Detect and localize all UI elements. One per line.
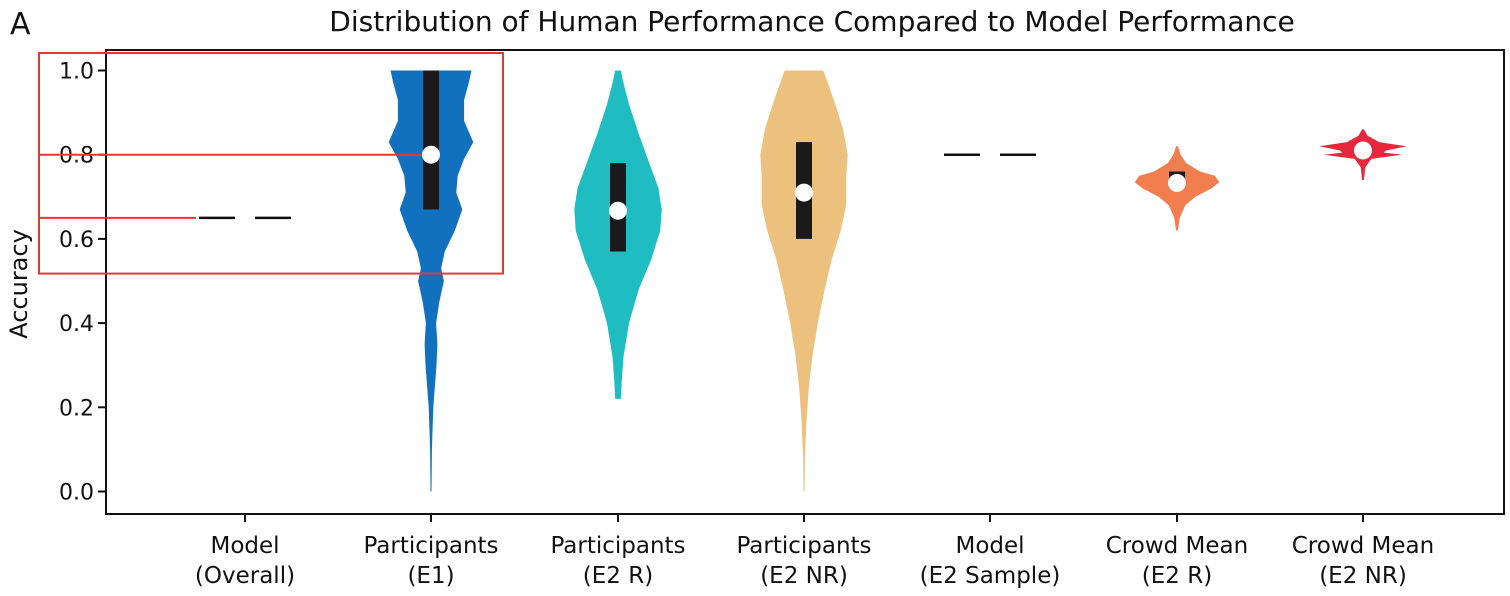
y-tick-label: 0.0 [59,481,94,506]
y-axis: 0.0 0.2 0.4 0.6 0.8 1.0 [59,60,106,506]
x-tick-label: (E2 Sample) [920,563,1061,589]
x-tick-label: (E2 NR) [1319,563,1407,589]
x-tick-label: (E2 R) [1142,563,1212,589]
median-dot [1168,173,1186,192]
panel-label: A [10,7,31,42]
x-tick-label: Participants [363,533,498,559]
y-tick-label: 0.2 [59,396,94,421]
chart-title: Distribution of Human Performance Compar… [329,5,1294,38]
plot-area [199,70,1407,492]
annotations [38,52,504,275]
violin-body [760,70,848,492]
x-axis: Model (Overall) Participants (E1) Participan… [195,514,1434,589]
y-tick-label: 0.4 [59,312,94,337]
median-dot [422,145,440,164]
x-tick-label: (Overall) [195,563,295,589]
y-tick-label: 0.8 [59,144,94,169]
y-tick-label: 0.6 [59,228,94,253]
median-dot [609,201,627,220]
y-axis-label: Accuracy [5,229,33,339]
x-tick-label: Crowd Mean [1292,533,1434,559]
iqr-box [423,70,439,210]
x-tick-label: (E2 R) [583,563,653,589]
y-tick-label: 1.0 [59,60,94,85]
x-tick-label: (E1) [407,563,454,589]
x-tick-label: (E2 NR) [760,563,848,589]
x-tick-label: Model [955,533,1024,559]
x-tick-label: Participants [736,533,871,559]
x-tick-label: Participants [550,533,685,559]
median-dot [795,183,813,202]
zoom-box [38,52,504,275]
median-dot [1354,141,1372,160]
x-tick-label: Crowd Mean [1106,533,1248,559]
x-tick-label: Model [210,533,279,559]
violin-body [388,70,474,492]
